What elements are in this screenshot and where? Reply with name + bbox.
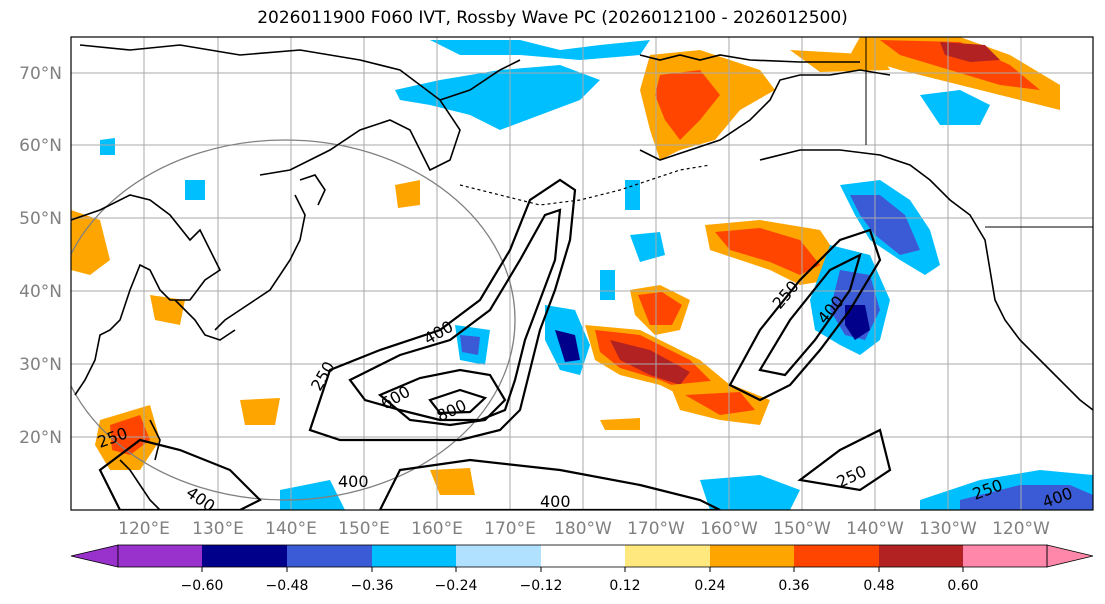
colorbar-bin-6 [625,545,710,567]
lon-label-170e: 170°E [484,519,536,539]
colorbar: −0.60 −0.48 −0.36 −0.24 −0.12 0.12 0.24 … [70,544,1094,594]
lon-label-130e: 130°E [192,519,244,539]
colorbar-tick-3: −0.24 [435,578,478,594]
colorbar-tick-4: −0.12 [520,578,563,594]
colorbar-tick-9: 0.60 [947,578,978,594]
rossby-wave-pc-shading [71,37,1093,510]
colorbar-bin-9 [879,545,963,567]
map-title: 2026011900 F060 IVT, Rossby Wave PC (202… [257,8,848,28]
lon-label-120e: 120°E [118,519,170,539]
colorbar-bin-2 [287,545,372,567]
ivt-contours [98,178,892,510]
colorbar-tick-6: 0.24 [694,578,725,594]
colorbar-tick-5: 0.12 [609,578,640,594]
lat-label-20: 20°N [19,428,62,448]
lon-label-130w: 130°W [919,519,977,539]
colorbar-bin-5 [541,545,625,567]
lon-label-140e: 140°E [265,519,317,539]
lat-label-60: 60°N [19,136,62,156]
colorbar-extend-high [1046,544,1094,568]
lon-label-140w: 140°W [846,519,904,539]
colorbar-extend-low [70,544,119,568]
lon-label-160e: 160°E [411,519,463,539]
colorbar-bin-3 [372,545,456,567]
colorbar-bin-10 [963,545,1047,567]
lon-label-150w: 150°W [773,519,831,539]
lat-label-40: 40°N [19,282,62,302]
colorbar-bin-7 [710,545,794,567]
lat-label-70: 70°N [19,64,62,84]
colorbar-tick-1: −0.48 [266,578,309,594]
colorbar-tick-7: 0.36 [778,578,809,594]
lon-label-120w: 120°W [992,519,1050,539]
coastlines [71,37,1093,510]
colorbar-tick-2: −0.36 [351,578,394,594]
contour-label-400-d: 400 [338,472,369,491]
colorbar-bin-1 [202,545,287,567]
colorbar-bin-8 [794,545,879,567]
lon-label-150e: 150°E [338,519,390,539]
contour-label-400-e: 400 [540,492,571,511]
reference-circle [71,139,516,501]
lon-label-170w: 170°W [627,519,685,539]
graticule [71,37,1093,510]
lat-label-30: 30°N [19,355,62,375]
lat-label-50: 50°N [19,209,62,229]
colorbar-bin-4 [456,545,541,567]
lon-label-180w: 180°W [554,519,612,539]
colorbar-tick-8: 0.48 [863,578,894,594]
colorbar-bin-0 [118,545,202,567]
colorbar-tick-0: −0.60 [181,578,224,594]
map-frame [70,36,1094,511]
lon-label-160w: 160°W [700,519,758,539]
